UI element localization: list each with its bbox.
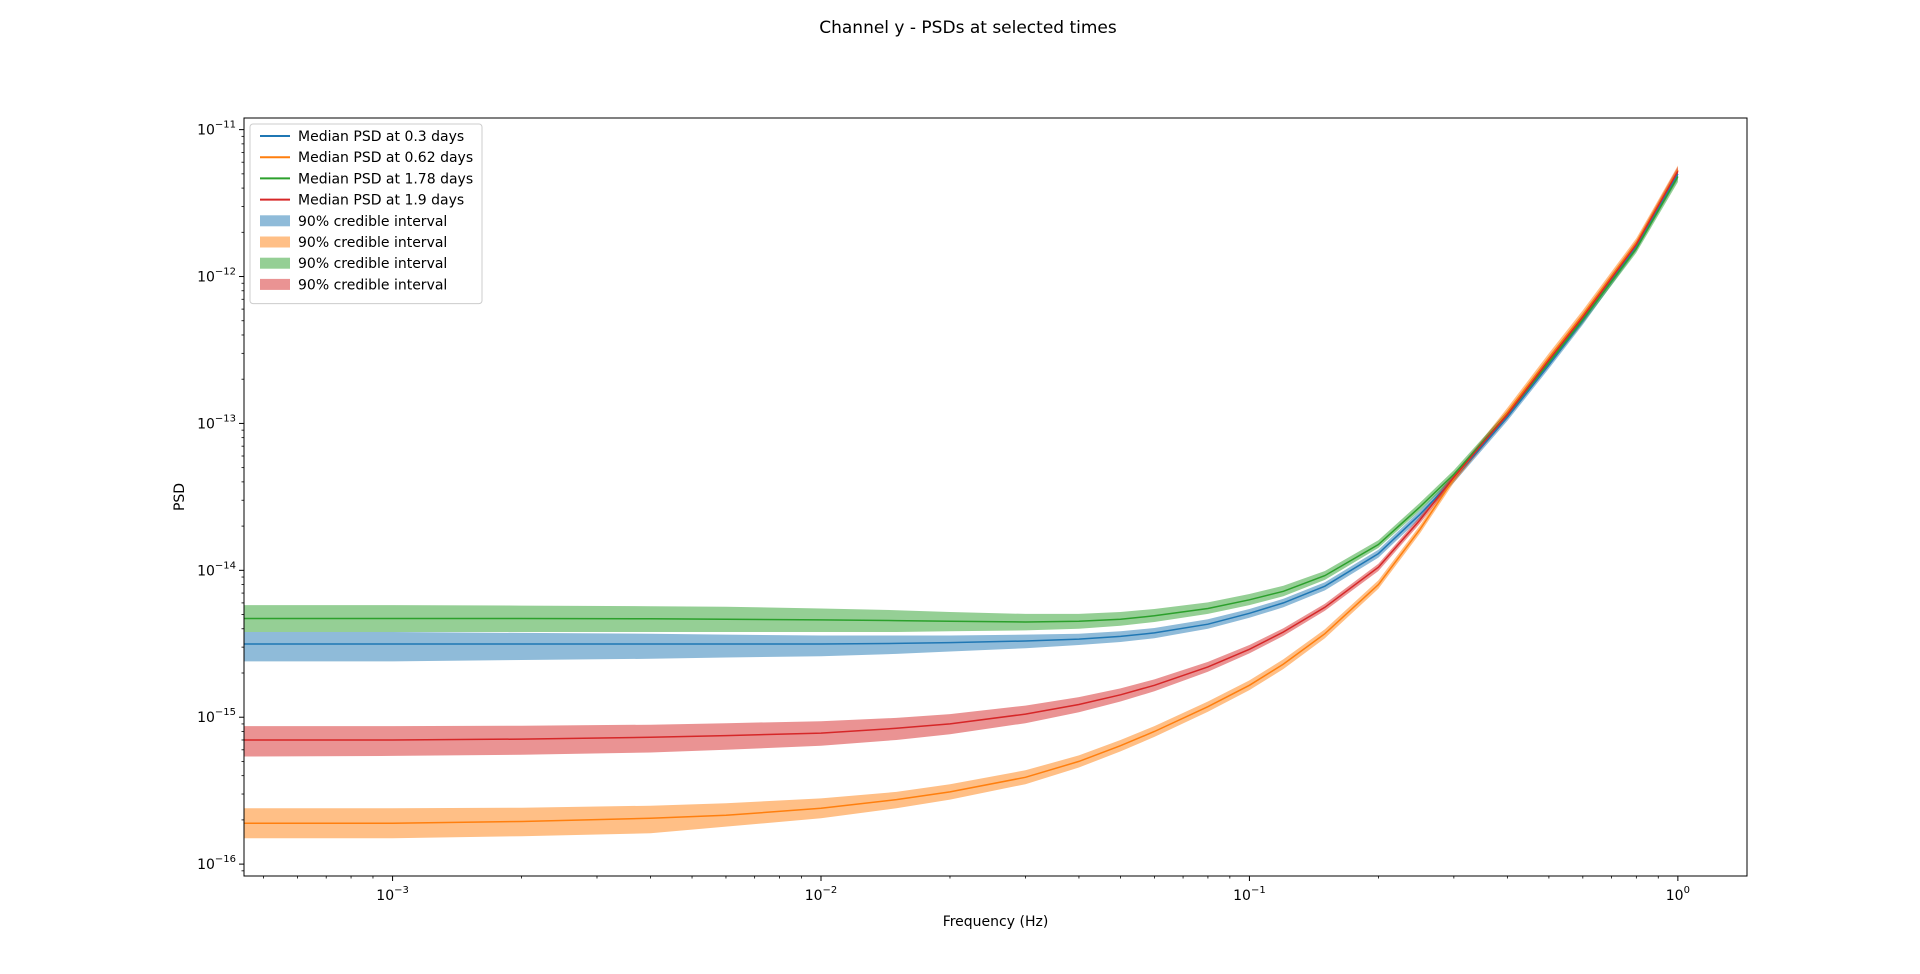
legend-box [249,123,483,305]
y-tick-label: 10−12 [197,267,236,286]
legend-label: 90% credible interval [298,214,447,230]
credible-band-4 [244,166,1678,757]
legend-patch-swatch [260,236,290,248]
credible-interval-bands [244,165,1678,839]
legend-patch-swatch [260,278,290,290]
y-axis-ticks: 10−16 10−15 10−14 10−13 10−12 10−11 [197,120,244,873]
y-axis-label: PSD [172,483,188,511]
y-tick-label: 10−16 [197,854,236,873]
x-axis-ticks: 10−3 10−2 10−1 100 [263,876,1690,904]
x-tick-label: 100 [1666,885,1690,904]
legend-label: Median PSD at 0.3 days [298,129,464,145]
y-tick-label: 10−11 [197,120,236,139]
median-line-1 [244,173,1679,645]
legend-patch-swatch [260,257,290,269]
y-tick-label: 10−13 [197,413,236,432]
x-tick-label: 10−3 [376,885,409,904]
y-tick-label: 10−15 [197,707,236,726]
legend-label: 90% credible interval [298,235,447,251]
legend-label: 90% credible interval [298,277,447,293]
median-psd-lines [244,169,1679,824]
legend-label: Median PSD at 1.9 days [298,193,464,209]
legend-patch-swatch [260,215,290,227]
legend: Median PSD at 0.3 days Median PSD at 0.62… [249,123,483,305]
legend-label: 90% credible interval [298,256,447,272]
x-axis-label: Frequency (Hz) [943,914,1049,930]
x-tick-label: 10−2 [805,885,838,904]
median-line-2 [244,169,1679,824]
legend-label: Median PSD at 1.78 days [298,171,473,187]
legend-label: Median PSD at 0.62 days [298,150,473,166]
y-tick-label: 10−14 [197,560,236,579]
x-tick-label: 10−1 [1233,885,1266,904]
plot-area-frame [243,117,1748,877]
median-line-4 [244,170,1679,741]
chart-title: Channel y - PSDs at selected times [819,18,1117,38]
